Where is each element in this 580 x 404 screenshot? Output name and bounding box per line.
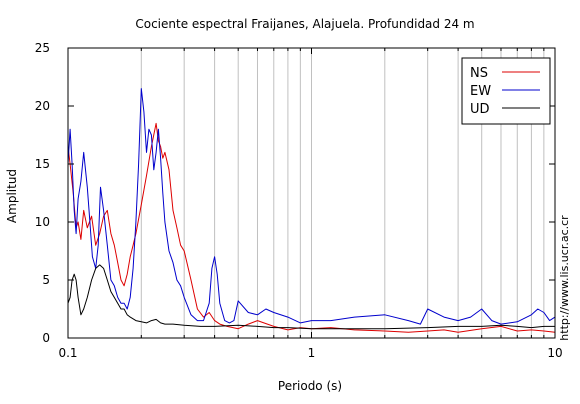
y-tick-label: 20 — [35, 99, 50, 113]
y-tick-label: 25 — [35, 41, 50, 55]
series-line-ew — [67, 88, 556, 325]
series-line-ud — [67, 264, 555, 330]
y-tick-label: 15 — [35, 157, 50, 171]
chart-title: Cociente espectral Fraijanes, Alajuela. … — [135, 17, 474, 31]
legend-label-ew: EW — [470, 84, 491, 99]
y-axis-label: Amplitud — [5, 169, 19, 223]
x-tick-label: 10 — [547, 346, 562, 360]
series-layer — [67, 88, 556, 333]
legend-box — [461, 57, 551, 125]
x-axis-label: Periodo (s) — [278, 379, 342, 393]
y-tick-label: 10 — [35, 215, 50, 229]
y-tick-label: 5 — [42, 273, 50, 287]
ticks: 0.1 1 10 0 5 10 15 20 25 — [35, 41, 563, 360]
x-tick-label: 0.1 — [58, 346, 77, 360]
legend-label-ns: NS — [470, 66, 488, 81]
y-tick-label: 0 — [42, 331, 50, 345]
series-line-ns — [67, 122, 556, 333]
legend: NS EW UD — [461, 57, 551, 125]
legend-label-ud: UD — [470, 102, 490, 117]
watermark-url: http://www.lis.ucr.ac.cr — [558, 215, 571, 341]
grid — [140, 48, 545, 338]
x-tick-label: 1 — [308, 346, 316, 360]
